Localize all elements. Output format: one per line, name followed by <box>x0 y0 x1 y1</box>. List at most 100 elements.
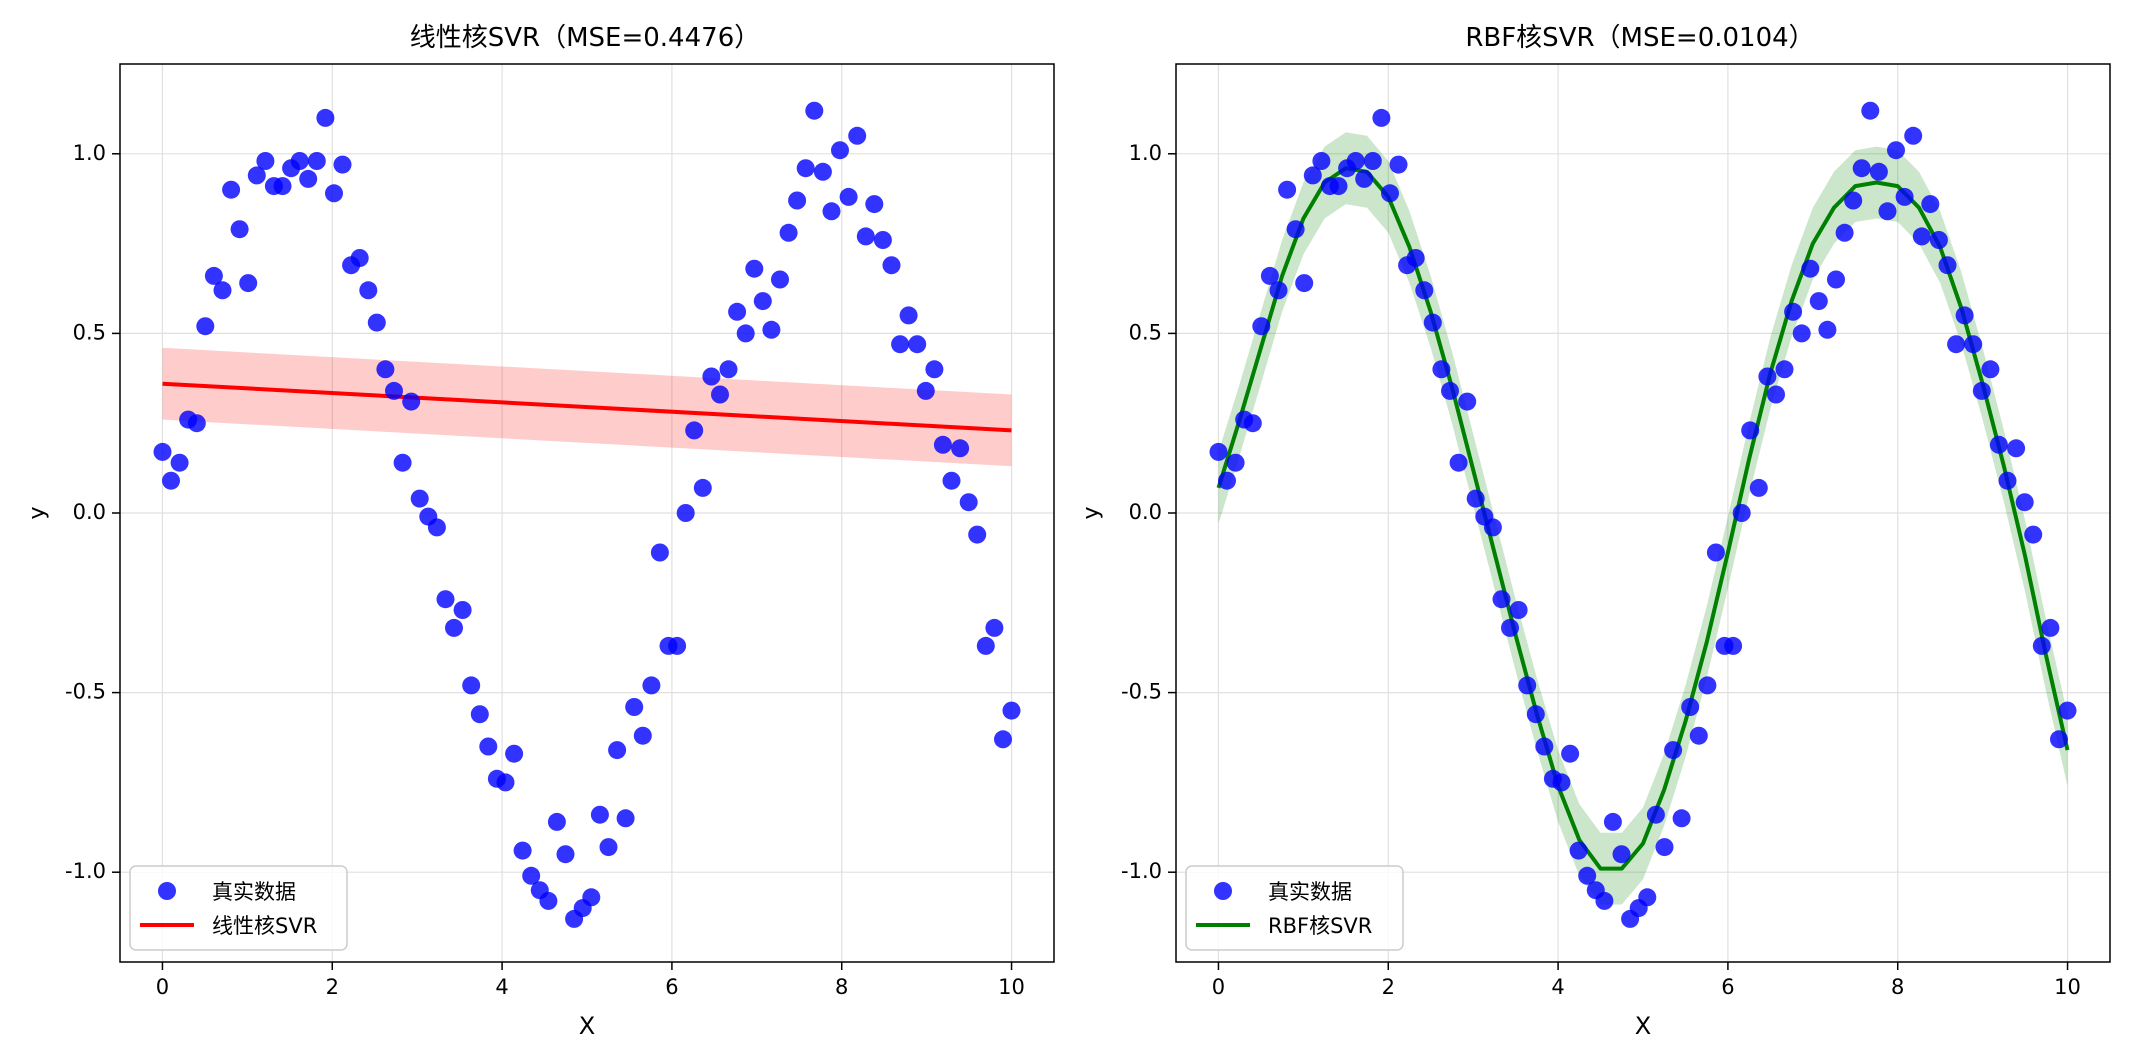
x-axis-ticks: 0 2 4 6 8 10 <box>156 962 1025 999</box>
data-point <box>513 841 532 860</box>
data-point <box>410 489 429 508</box>
data-point <box>1441 381 1459 400</box>
x-axis-label: X <box>1635 1012 1651 1040</box>
data-point <box>539 891 558 910</box>
data-point <box>325 184 343 203</box>
x-tick-label: 4 <box>495 975 508 999</box>
chart-title: 线性核SVR（MSE=0.4476） <box>410 23 760 53</box>
data-point <box>1415 281 1434 300</box>
data-point <box>1561 744 1580 763</box>
data-point <box>1578 866 1597 885</box>
data-point <box>1646 805 1665 824</box>
data-point <box>650 543 669 562</box>
data-point <box>719 360 738 379</box>
legend-scatter-marker <box>158 882 176 900</box>
data-point <box>796 159 815 178</box>
data-point <box>2015 493 2034 512</box>
data-point <box>728 302 747 321</box>
grid-lines <box>120 64 1054 962</box>
y-tick-label: -1.0 <box>65 859 106 883</box>
data-point <box>1295 274 1314 293</box>
data-point <box>1878 202 1897 221</box>
legend-scatter-marker <box>1214 882 1232 900</box>
data-point <box>994 730 1012 749</box>
data-point <box>736 324 755 343</box>
y-tick-label: 0.5 <box>1129 320 1162 344</box>
y-axis-ticks: -1.0 -0.5 0.0 0.5 1.0 <box>1121 141 1176 883</box>
data-point <box>170 453 189 472</box>
data-point <box>273 177 292 196</box>
data-point <box>676 504 695 522</box>
data-point <box>745 259 764 278</box>
data-point <box>402 392 421 411</box>
data-point <box>668 636 687 655</box>
data-point <box>2041 618 2060 637</box>
data-point <box>1209 442 1228 461</box>
data-point <box>908 335 927 354</box>
data-point <box>702 367 721 386</box>
data-point <box>1887 141 1905 160</box>
data-point <box>771 270 789 289</box>
legend: 真实数据 线性核SVR <box>129 865 348 951</box>
data-point <box>590 805 609 824</box>
data-point <box>230 220 249 239</box>
chart-title: RBF核SVR（MSE=0.0104） <box>1465 23 1814 53</box>
x-tick-label: 6 <box>665 975 678 999</box>
data-point <box>642 676 661 695</box>
data-point <box>633 726 652 745</box>
x-axis-ticks: 0 2 4 6 8 10 <box>1212 962 2081 999</box>
data-point <box>925 360 944 379</box>
data-point <box>367 313 386 332</box>
data-point <box>976 636 995 655</box>
data-point <box>1895 187 1914 206</box>
y-tick-label: -0.5 <box>1121 680 1162 704</box>
data-point <box>1303 166 1322 185</box>
legend-label-scatter: 真实数据 <box>1268 880 1352 904</box>
data-point <box>1827 270 1845 289</box>
data-point <box>1329 177 1348 196</box>
data-point <box>865 195 884 214</box>
data-point <box>436 590 455 609</box>
data-point <box>1955 306 1974 325</box>
data-point <box>891 335 910 354</box>
data-point <box>582 888 601 907</box>
data-point <box>831 141 849 160</box>
data-point <box>376 360 395 379</box>
data-point <box>359 281 378 300</box>
data-point <box>1792 324 1811 343</box>
data-point <box>599 838 618 857</box>
legend-label-line: RBF核SVR <box>1268 914 1372 938</box>
data-point <box>1483 518 1502 537</box>
data-point <box>951 439 970 458</box>
data-point <box>933 435 952 454</box>
data-point <box>916 381 935 400</box>
data-point <box>1818 320 1837 339</box>
data-point <box>1981 360 2000 379</box>
data-point <box>779 223 798 242</box>
data-point <box>204 266 223 285</box>
legend-box <box>1185 865 1404 951</box>
data-point <box>1921 195 1940 214</box>
data-point <box>1869 162 1888 181</box>
data-point <box>222 180 241 199</box>
data-point <box>788 191 807 210</box>
x-tick-label: 0 <box>156 975 169 999</box>
data-point <box>1466 489 1485 508</box>
y-tick-label: 1.0 <box>1129 141 1162 165</box>
x-tick-label: 2 <box>1382 975 1395 999</box>
data-point <box>1458 392 1477 411</box>
y-axis-label: y <box>25 506 50 519</box>
data-point <box>1852 159 1871 178</box>
data-point <box>299 169 318 188</box>
data-point <box>1226 453 1245 472</box>
data-point <box>1526 705 1545 724</box>
data-point <box>1664 741 1683 760</box>
data-point <box>1989 435 2008 454</box>
data-point <box>1449 453 1468 472</box>
data-point <box>290 152 309 170</box>
data-point <box>1363 152 1382 170</box>
data-point <box>1681 698 1700 716</box>
y-axis-label: y <box>1079 506 1104 519</box>
data-point <box>1972 381 1991 400</box>
